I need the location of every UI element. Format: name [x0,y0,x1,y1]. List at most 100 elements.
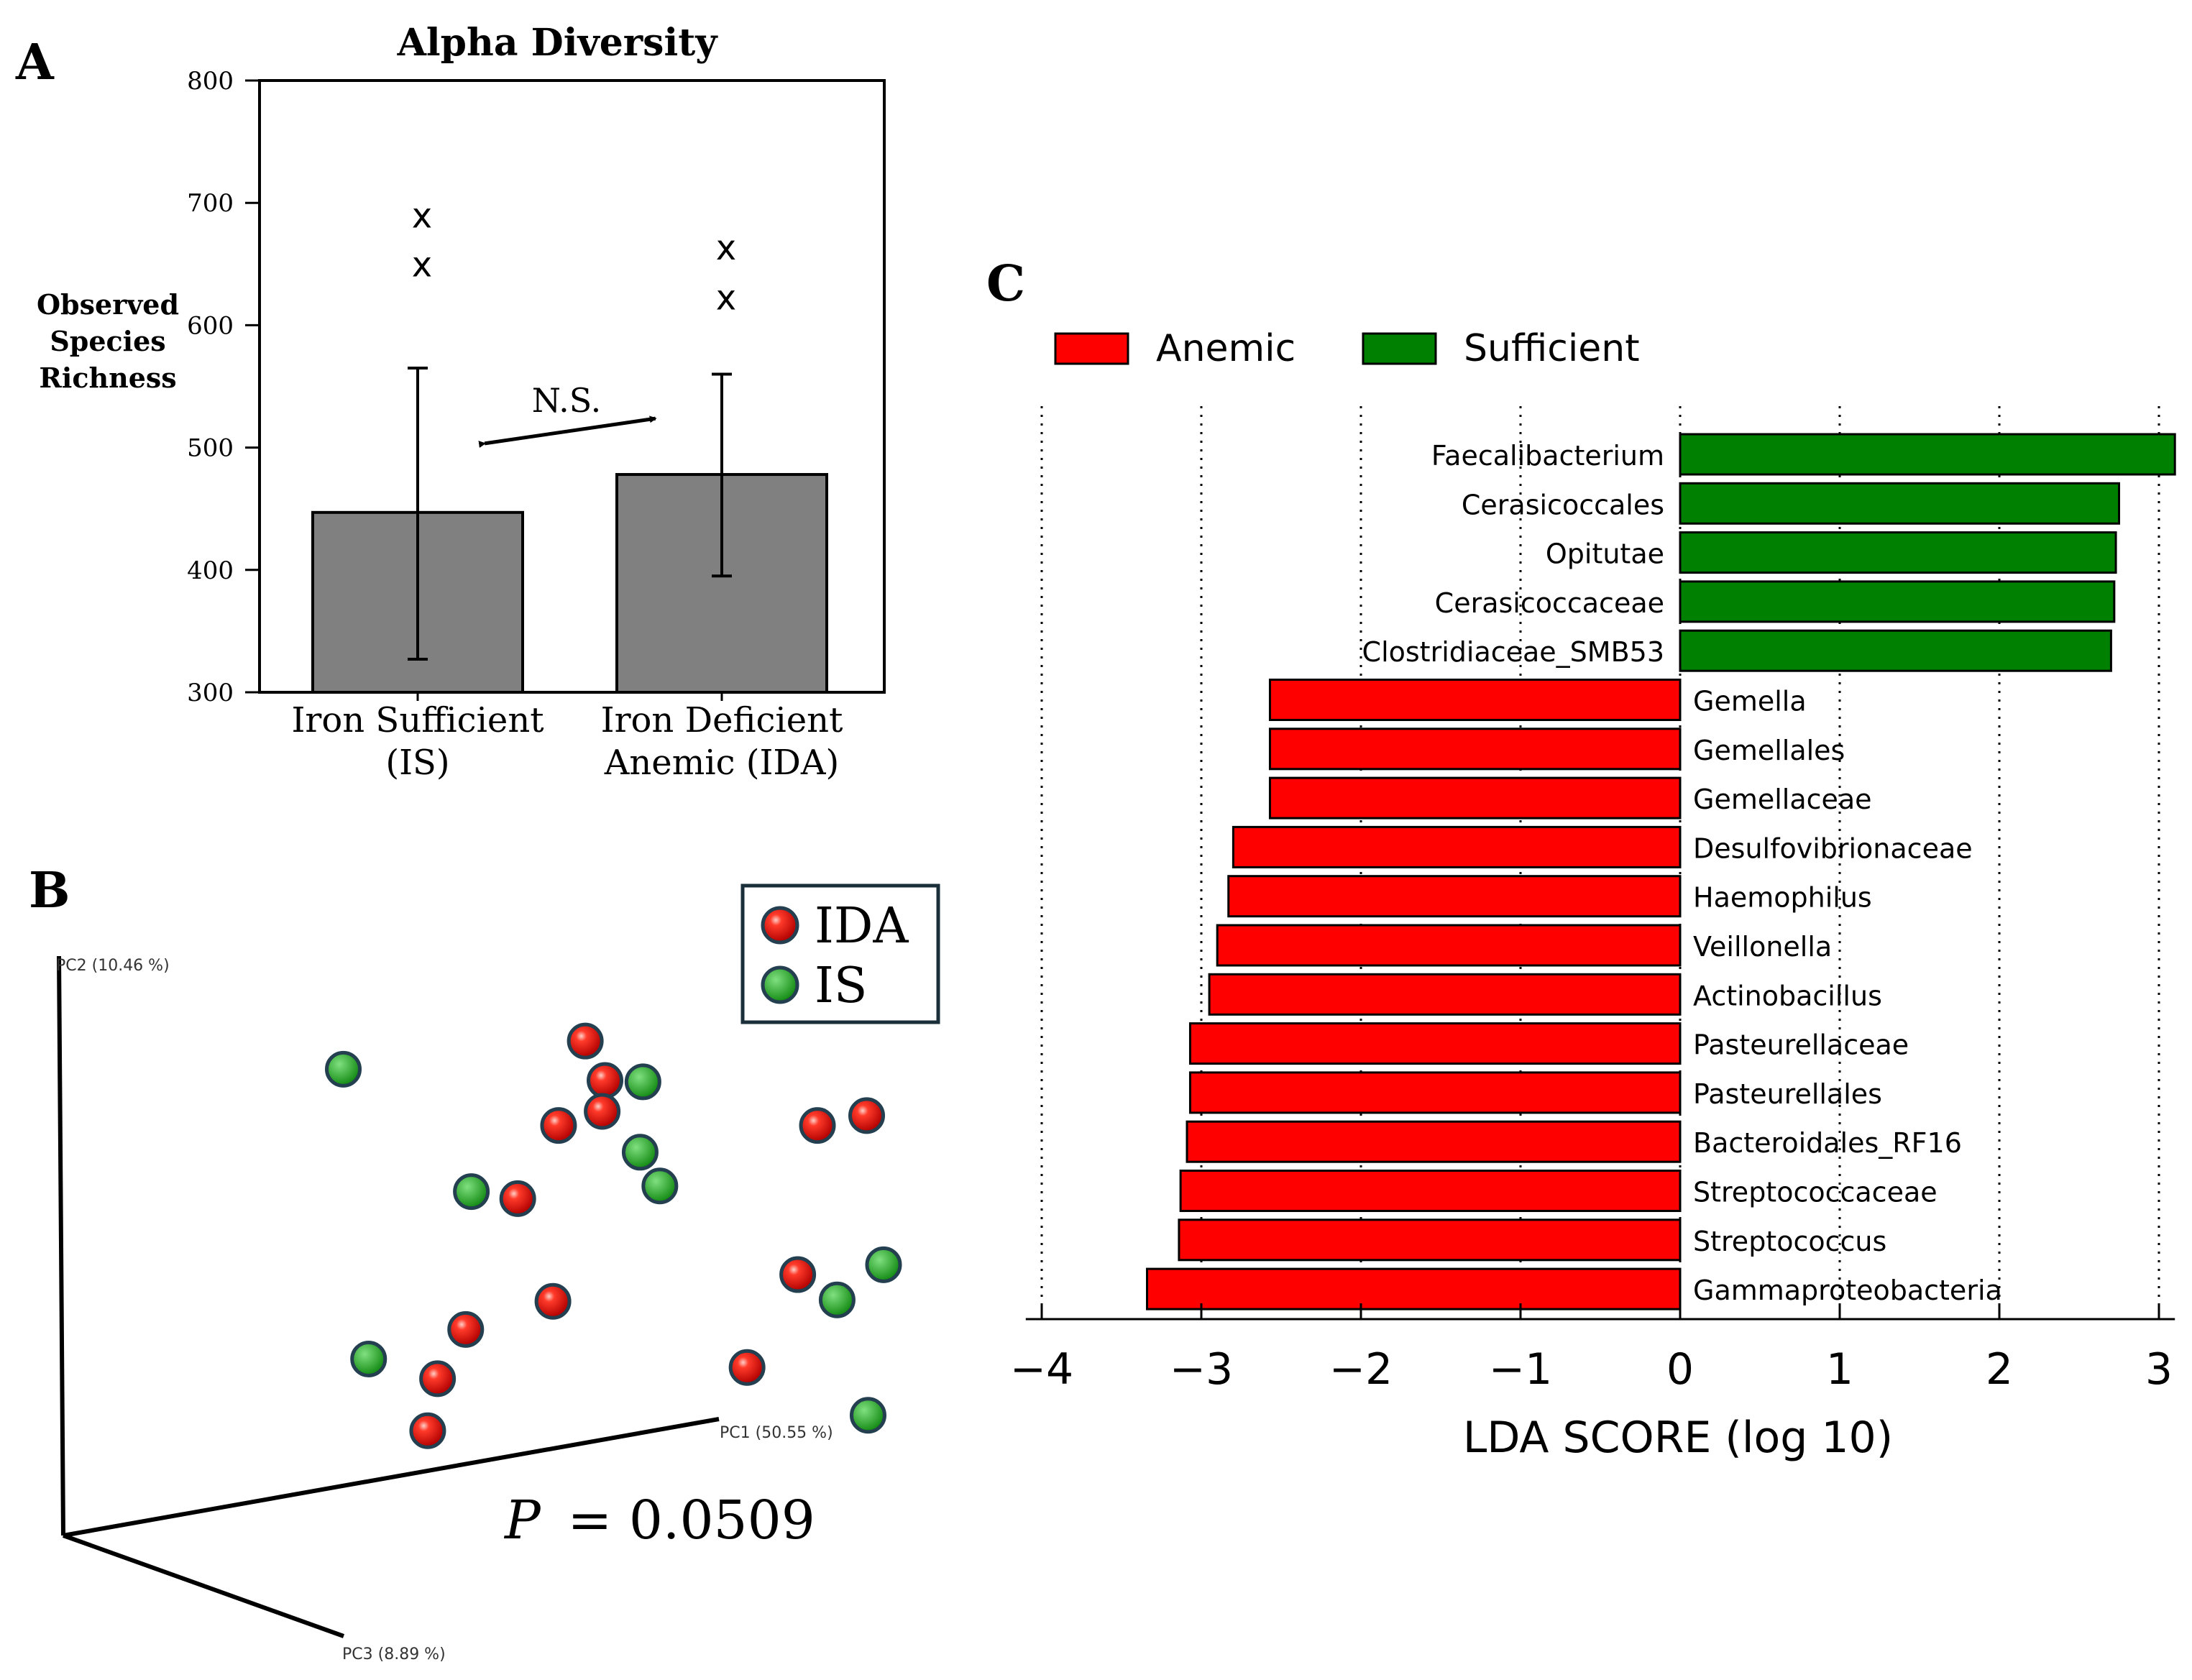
panel-a-label: A [15,34,55,91]
panel-c-label: C [986,255,1025,313]
p-value: P = 0.0509 [503,1489,815,1551]
is-point [621,1134,659,1171]
chart-b-legend-label: IDA [815,898,909,955]
panel-c: C Anemic Sufficient Faecalibacterium Ceras… [986,255,2176,1463]
chart-c-bar [1679,580,2116,623]
chart-c-xtick-label: −1 [1489,1344,1552,1395]
chart-c-bar [1268,776,1682,820]
chart-c-category-label: Gemellales [1693,735,1845,766]
ida-point [728,1349,766,1386]
chart-c-category-label: Pasteurellales [1693,1078,1882,1110]
pc3-axis [62,1533,345,1638]
ida-point [409,1412,446,1449]
chart-c-bar [1232,825,1682,868]
chart-a-xtick-label: Anemic (IDA) [604,743,840,783]
chart-c-bars [1146,433,2176,1311]
pc2-axis [57,955,65,1536]
panel-a: A Alpha Diversity Observed Species Richnes… [15,21,886,783]
chart-c-bar [1679,629,2112,672]
chart-a-xtick-label: Iron Deficient [601,700,843,740]
chart-c-xaxis: −4 −3 −2 −1 0 1 2 3 [1010,1303,2175,1395]
chart-a-ytick-label: 700 [187,189,234,218]
chart-c-bar [1208,973,1682,1016]
chart-c-xtick-label: 0 [1666,1344,1694,1395]
chart-a-xtick-label: Iron Sufficient [291,700,544,740]
chart-c-category-label: Cerasicoccaceae [1435,587,1664,619]
chart-c-bar [1179,1170,1682,1212]
pc3-axis-label: PC3 (8.89 %) [342,1645,446,1663]
chart-c-bar [1679,433,2176,476]
chart-c-category-label: Cerasicoccales [1462,489,1664,520]
ns-arrow [478,416,657,449]
chart-a-ytick-label: 600 [187,311,234,340]
chart-c-category-label: Desulfovibrionaceae [1693,832,1973,864]
chart-c-legend: Anemic Sufficient [1054,327,1640,370]
is-point [818,1281,856,1318]
chart-c-bar [1188,1022,1682,1065]
chart-c-category-label: Gemella [1693,686,1807,717]
chart-c-legend-swatch [1362,332,1437,365]
chart-c-bar [1146,1267,1682,1311]
chart-c-bar [1188,1071,1682,1114]
is-point [641,1167,679,1205]
chart-b-legend-marker [761,906,799,945]
chart-c-category-label: Clostridiaceae_SMB53 [1362,636,1664,668]
chart-c-legend-label: Sufficient [1464,327,1640,370]
chart-c-legend-swatch [1054,332,1129,365]
p-value-label: P [503,1489,541,1551]
chart-a-ytick-label: 500 [187,434,234,463]
chart-c-category-labels: Faecalibacterium Cerasicoccales Opitutae Ce… [1362,440,2002,1306]
chart-a-ylabel-line: Species [50,325,165,357]
ida-point [779,1256,817,1293]
chart-a-outlier: x [716,228,736,268]
chart-c-bar [1268,679,1682,721]
chart-a-ytick-label: 800 [187,67,234,96]
chart-a-xlabels: Iron Sufficient(IS) Iron DeficientAnemic … [291,692,843,783]
chart-c-category-label: Gammaproteobacteria [1693,1275,2002,1306]
is-point [849,1397,886,1434]
chart-a-title: Alpha Diversity [397,21,719,65]
chart-b-legend-marker [761,965,799,1004]
is-point [453,1173,490,1211]
panel-b-label: B [29,862,70,919]
chart-c-bar [1178,1218,1682,1262]
is-point [624,1063,661,1101]
chart-a-ylabel: Observed Species Richness [37,288,179,394]
chart-c-xtick-label: −2 [1329,1344,1393,1395]
chart-a-outlier: x [412,245,432,285]
chart-c-category-label: Streptococcaceae [1693,1177,1938,1208]
ida-point [534,1282,572,1320]
ida-point [584,1093,621,1130]
chart-c-legend-label: Anemic [1156,327,1296,370]
chart-c-category-label: Opitutae [1546,538,1664,570]
chart-c-category-label: Bacteroidales_RF16 [1693,1127,1962,1159]
ida-point [587,1062,624,1099]
ida-point [447,1311,485,1348]
p-value-number: = 0.0509 [567,1489,815,1551]
chart-a-frame [258,79,886,694]
chart-c-category-label: Veillonella [1693,931,1832,963]
chart-c-bar [1186,1120,1682,1163]
is-point [865,1246,902,1283]
pc2-axis-label: PC2 (10.46 %) [56,957,170,975]
chart-a-xtick-label: (IS) [385,743,449,783]
ida-point [540,1107,577,1144]
ida-point [799,1107,836,1144]
chart-c-category-label: Gemellaceae [1693,784,1872,815]
is-point [350,1340,388,1377]
chart-a-ylabel-line: Richness [39,362,176,394]
chart-c-xtick-label: −4 [1010,1344,1073,1395]
chart-c-category-label: Streptococcus [1693,1226,1886,1257]
chart-a-outlier: x [716,278,736,318]
chart-c-xtick-label: 1 [1826,1344,1853,1395]
panel-b: B PC2 (10.46 %) PC1 (50.55 %) PC3 (8.89 … [29,862,940,1663]
chart-a-yaxis: 300 400 500 600 700 800 [187,67,260,707]
chart-c-xtick-label: 3 [2145,1344,2173,1395]
pc1-axis [63,1417,720,1538]
chart-c-bar [1679,531,2117,574]
chart-a-ytick-label: 400 [187,556,234,585]
chart-a-ylabel-line: Observed [37,288,179,321]
